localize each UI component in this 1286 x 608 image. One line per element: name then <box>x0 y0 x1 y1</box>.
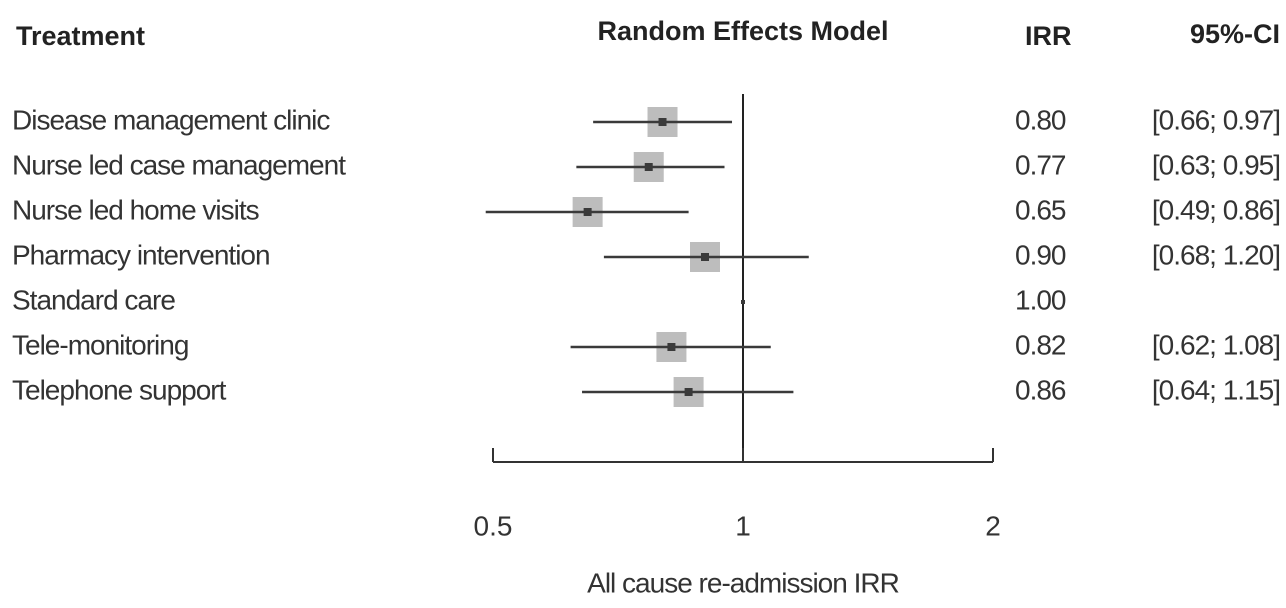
point-estimate <box>667 343 676 351</box>
value-label: 0.82 <box>1015 329 1066 360</box>
x-tick-label: 1 <box>735 510 751 541</box>
point-estimate <box>684 388 693 396</box>
x-axis-label: All cause re-admission IRR <box>587 567 899 598</box>
value-label: 0.77 <box>1015 149 1066 180</box>
ci-label: [0.62; 1.08] <box>1152 329 1280 360</box>
point-estimate <box>741 300 745 304</box>
row-label: Standard care <box>12 284 175 315</box>
value-label: 0.65 <box>1015 194 1066 225</box>
point-estimate <box>644 163 653 171</box>
value-header: IRR <box>1025 21 1072 51</box>
x-tick-label: 0.5 <box>474 510 513 541</box>
row-label: Nurse led case management <box>12 149 346 180</box>
ci-label: [0.63; 0.95] <box>1152 149 1280 180</box>
point-estimate <box>658 118 667 126</box>
value-label: 0.80 <box>1015 104 1066 135</box>
point-estimate <box>583 208 592 216</box>
row-label: Nurse led home visits <box>12 194 259 225</box>
label-header: Treatment <box>16 21 145 51</box>
ci-header: 95%-CI <box>1190 19 1280 49</box>
row-label: Disease management clinic <box>12 104 330 135</box>
ci-label: [0.49; 0.86] <box>1152 194 1280 225</box>
chart-title: Random Effects Model <box>597 16 888 46</box>
ci-label: [0.68; 1.20] <box>1152 239 1280 270</box>
row-label: Telephone support <box>12 374 227 405</box>
x-tick-label: 2 <box>985 510 1001 541</box>
ci-label: [0.66; 0.97] <box>1152 104 1280 135</box>
value-label: 1.00 <box>1015 284 1066 315</box>
value-label: 0.86 <box>1015 374 1066 405</box>
value-label: 0.90 <box>1015 239 1066 270</box>
row-label: Pharmacy intervention <box>12 239 270 270</box>
ci-label: [0.64; 1.15] <box>1152 374 1280 405</box>
point-estimate <box>700 253 709 261</box>
row-label: Tele-monitoring <box>12 329 188 360</box>
